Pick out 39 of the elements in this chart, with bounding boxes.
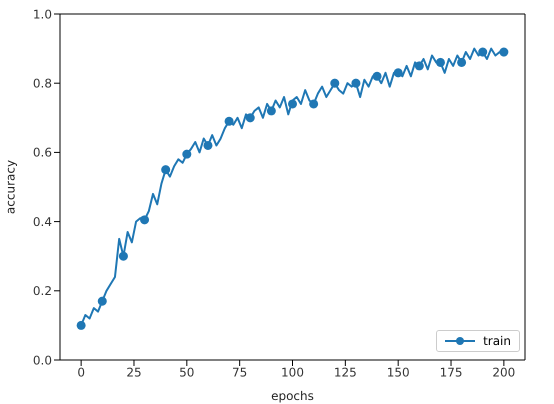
point — [330, 78, 340, 88]
point — [161, 165, 170, 174]
point — [414, 61, 424, 70]
point — [288, 99, 298, 108]
point — [182, 150, 192, 159]
point — [309, 99, 318, 108]
point — [478, 48, 488, 57]
y-tick-label: 1.0 — [32, 7, 52, 22]
x-tick-label: 100 — [281, 366, 304, 380]
point — [457, 58, 466, 67]
y-tick-label: 0.4 — [32, 214, 52, 229]
y-axis-title: accuracy — [3, 160, 18, 214]
x-axis-title: epochs — [271, 389, 314, 403]
point — [394, 68, 403, 78]
y-tick-label: 0.6 — [32, 146, 52, 160]
x-tick-label: 75 — [232, 366, 248, 380]
legend-label: train — [483, 334, 511, 348]
point — [98, 296, 107, 306]
point — [224, 116, 234, 126]
y-tick-label: 0.0 — [32, 353, 52, 368]
point — [351, 78, 360, 88]
x-tick-label: 150 — [386, 366, 410, 380]
x-tick-label: 200 — [492, 366, 516, 380]
point — [140, 215, 150, 224]
x-tick-label: 175 — [440, 366, 462, 380]
point — [266, 106, 276, 116]
y-tick-label: 0.2 — [32, 284, 52, 298]
point — [436, 58, 445, 67]
x-tick-label: 0 — [77, 366, 85, 380]
point — [499, 48, 508, 57]
x-tick-label: 125 — [334, 366, 357, 380]
point — [76, 320, 86, 330]
point — [118, 252, 128, 261]
point — [203, 140, 212, 150]
x-tick-label: 25 — [126, 366, 142, 380]
x-tick-label: 50 — [179, 366, 194, 380]
point — [372, 72, 382, 81]
y-tick-label: 0.8 — [32, 76, 52, 90]
point — [246, 113, 255, 122]
